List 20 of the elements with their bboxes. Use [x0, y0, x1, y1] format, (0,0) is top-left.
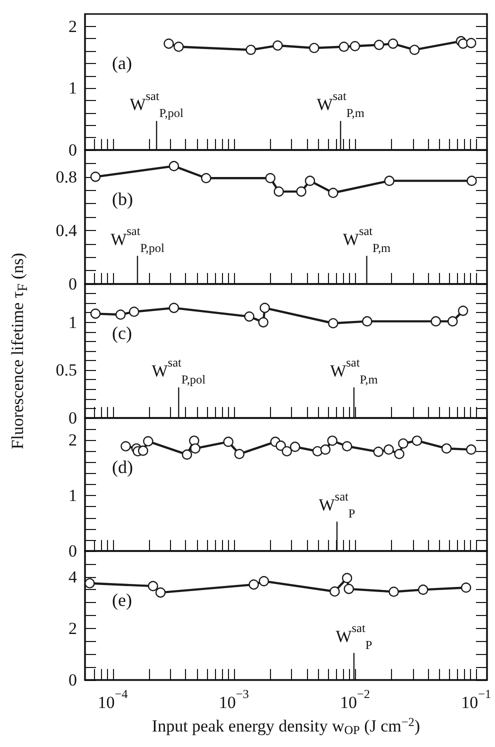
- y-tick-label: 0: [68, 140, 77, 160]
- y-tick-label: 0.5: [56, 360, 77, 380]
- y-tick-label: 2: [68, 430, 77, 450]
- annotation: (d): [112, 457, 133, 477]
- y-tick-label: 1: [68, 312, 77, 332]
- y-tick-label: 2: [68, 16, 77, 36]
- annotation: (b): [112, 189, 133, 209]
- y-tick-label: 0: [68, 542, 77, 560]
- y-tick-label: 1: [68, 78, 77, 98]
- y-tick-label: 0: [68, 670, 77, 690]
- y-tick-label: 4: [68, 567, 78, 586]
- annotation: (a): [112, 53, 132, 73]
- y-tick-label: 0: [68, 274, 77, 294]
- y-tick-label: 2: [68, 618, 77, 638]
- y-tick-label: 1: [68, 486, 77, 506]
- annotation: (c): [112, 323, 132, 343]
- y-tick-label: 0: [68, 408, 77, 428]
- y-tick-label: 0.4: [56, 220, 78, 240]
- y-tick-label: 0.8: [56, 167, 77, 186]
- annotation: (e): [112, 590, 132, 610]
